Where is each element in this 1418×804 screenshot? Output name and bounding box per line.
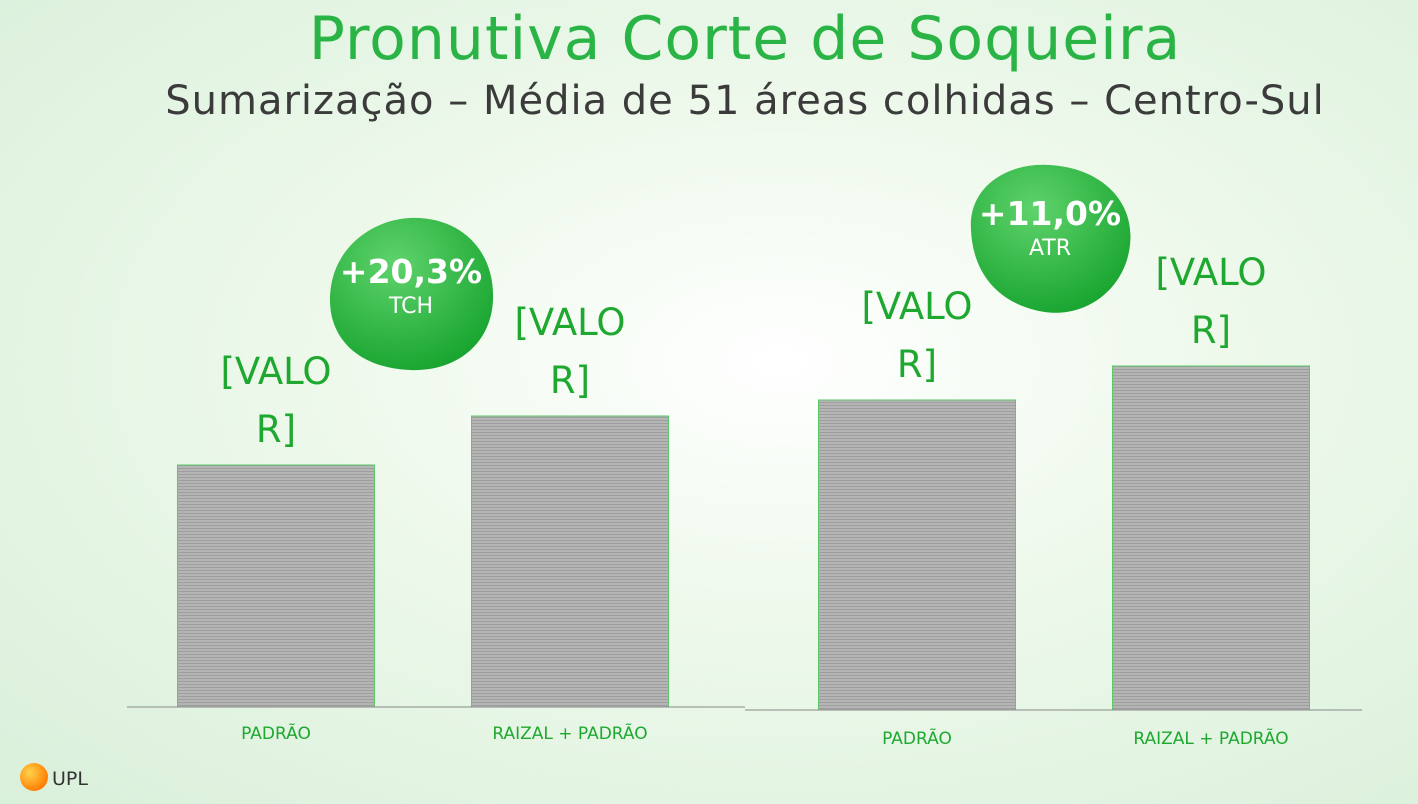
badge-label: TCH <box>388 294 434 319</box>
category-label: RAIZAL + PADRÃO <box>1133 729 1289 749</box>
badge-label: ATR <box>1028 236 1072 261</box>
bar <box>471 415 669 708</box>
title: Pronutiva Corte de Soqueira <box>308 4 1182 74</box>
badge-blob <box>330 217 494 371</box>
logo-icon <box>20 763 48 791</box>
badge-value: +20,3% <box>339 252 483 291</box>
bar <box>177 464 375 708</box>
category-label: RAIZAL + PADRÃO <box>492 724 648 744</box>
bar <box>818 399 1016 711</box>
value-label: [VALOR] <box>514 301 626 402</box>
value-label: [VALOR] <box>861 285 973 386</box>
value-label: [VALOR] <box>220 350 332 451</box>
category-label: PADRÃO <box>241 724 311 744</box>
value-label: [VALOR] <box>1155 251 1267 352</box>
badge-value: +11,0% <box>978 194 1122 233</box>
badge-blob <box>970 164 1131 313</box>
subtitle: Sumarização – Média de 51 áreas colhidas… <box>165 78 1325 124</box>
bar <box>1112 365 1310 711</box>
category-label: PADRÃO <box>882 729 952 749</box>
logo: UPL <box>52 768 88 790</box>
